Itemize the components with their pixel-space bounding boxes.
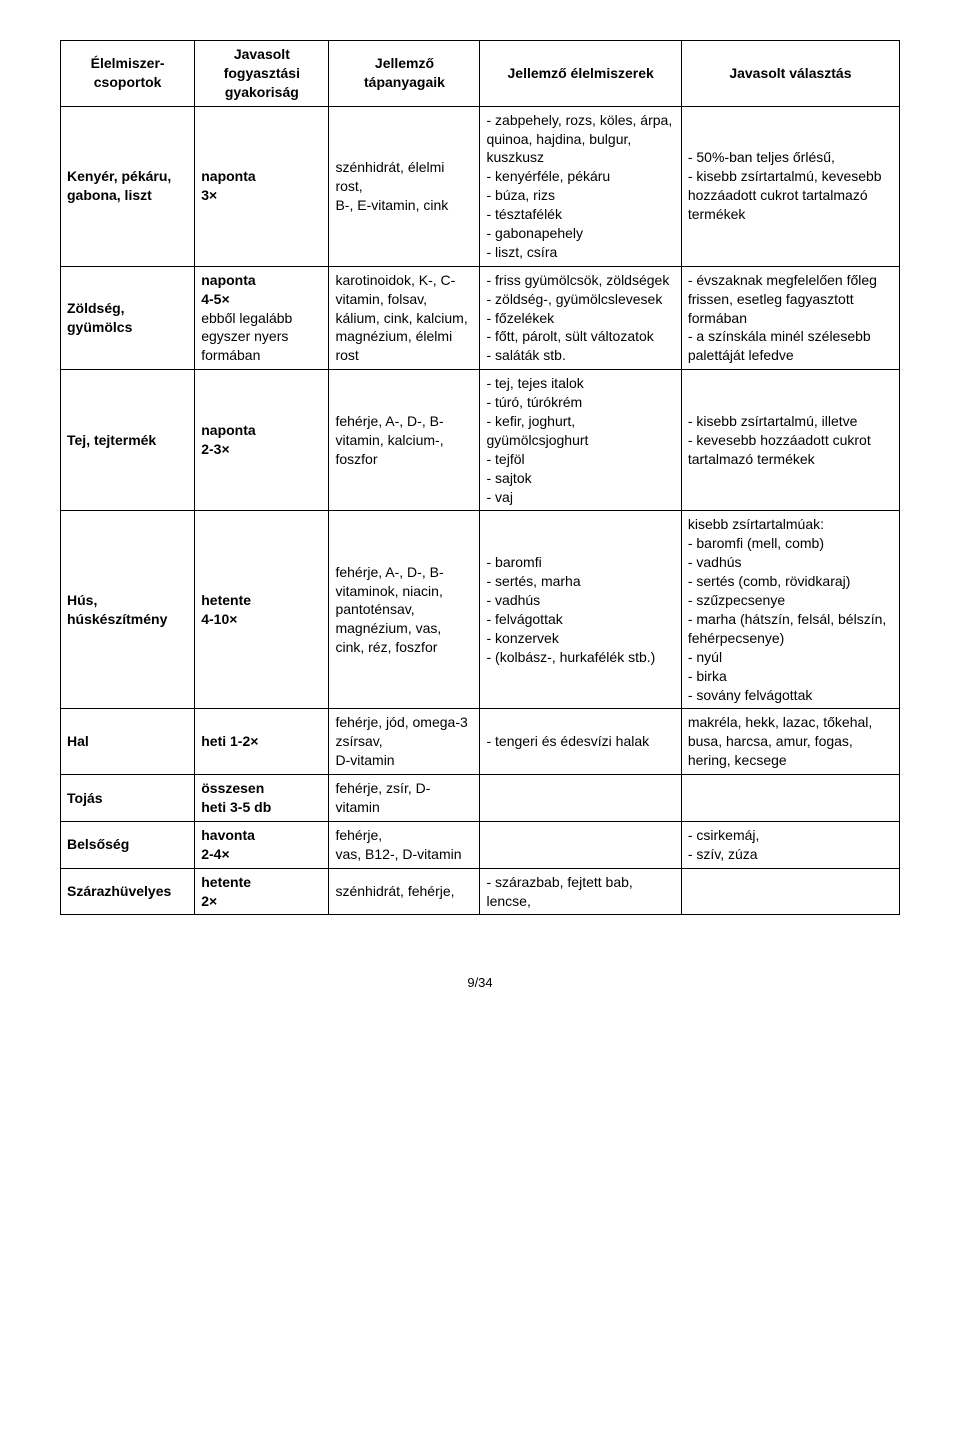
cell-group: Tej, tejtermék bbox=[61, 370, 195, 511]
cell-nutrients: fehérje,vas, B12-, D-vitamin bbox=[329, 821, 480, 868]
cell-frequency: havonta2-4× bbox=[195, 821, 329, 868]
cell-foods bbox=[480, 821, 681, 868]
page-number: 9/34 bbox=[60, 975, 900, 990]
col-header: Jellemző tápanyagaik bbox=[329, 41, 480, 107]
table-row: Szárazhüvelyeshetente2×szénhidrát, fehér… bbox=[61, 868, 900, 915]
cell-frequency: naponta2-3× bbox=[195, 370, 329, 511]
cell-frequency: hetente4-10× bbox=[195, 511, 329, 709]
food-groups-table: Élelmiszer-csoportok Javasolt fogyasztás… bbox=[60, 40, 900, 915]
cell-group: Zöldség, gyümölcs bbox=[61, 266, 195, 369]
cell-frequency: heti 1-2× bbox=[195, 709, 329, 775]
cell-nutrients: karotinoidok, K-, C-vitamin, folsav, kál… bbox=[329, 266, 480, 369]
cell-recommendation: - kisebb zsírtartalmú, illetve- kevesebb… bbox=[681, 370, 899, 511]
cell-group: Kenyér, pékáru, gabona, liszt bbox=[61, 106, 195, 266]
cell-recommendation bbox=[681, 775, 899, 822]
cell-frequency: összesenheti 3-5 db bbox=[195, 775, 329, 822]
cell-recommendation: makréla, hekk, lazac, tőkehal, busa, har… bbox=[681, 709, 899, 775]
cell-group: Hús, húskészítmény bbox=[61, 511, 195, 709]
cell-foods: - tej, tejes italok- túró, túrókrém- kef… bbox=[480, 370, 681, 511]
cell-recommendation: - 50%-ban teljes őrlésű,- kisebb zsírtar… bbox=[681, 106, 899, 266]
cell-foods bbox=[480, 775, 681, 822]
cell-frequency: hetente2× bbox=[195, 868, 329, 915]
cell-group: Belsőség bbox=[61, 821, 195, 868]
table-header-row: Élelmiszer-csoportok Javasolt fogyasztás… bbox=[61, 41, 900, 107]
cell-recommendation bbox=[681, 868, 899, 915]
col-header: Élelmiszer-csoportok bbox=[61, 41, 195, 107]
cell-frequency: naponta3× bbox=[195, 106, 329, 266]
cell-nutrients: fehérje, jód, omega-3 zsírsav,D-vitamin bbox=[329, 709, 480, 775]
cell-recommendation: kisebb zsírtartalmúak:- baromfi (mell, c… bbox=[681, 511, 899, 709]
cell-nutrients: szénhidrát, élelmi rost,B-, E-vitamin, c… bbox=[329, 106, 480, 266]
table-row: Kenyér, pékáru, gabona, lisztnaponta3×sz… bbox=[61, 106, 900, 266]
table-row: Belsőséghavonta2-4×fehérje,vas, B12-, D-… bbox=[61, 821, 900, 868]
table-body: Kenyér, pékáru, gabona, lisztnaponta3×sz… bbox=[61, 106, 900, 915]
cell-foods: - baromfi- sertés, marha- vadhús- felvág… bbox=[480, 511, 681, 709]
table-row: Tojásösszesenheti 3-5 dbfehérje, zsír, D… bbox=[61, 775, 900, 822]
cell-nutrients: fehérje, A-, D-, B-vitaminok, niacin, pa… bbox=[329, 511, 480, 709]
cell-frequency: naponta4-5×ebből legalább egyszer nyers … bbox=[195, 266, 329, 369]
cell-foods: - szárazbab, fejtett bab, lencse, bbox=[480, 868, 681, 915]
cell-foods: - zabpehely, rozs, köles, árpa, quinoa, … bbox=[480, 106, 681, 266]
table-row: Hús, húskészítményhetente4-10×fehérje, A… bbox=[61, 511, 900, 709]
table-row: Tej, tejterméknaponta2-3×fehérje, A-, D-… bbox=[61, 370, 900, 511]
cell-recommendation: - csirkemáj,- szív, zúza bbox=[681, 821, 899, 868]
col-header: Jellemző élelmiszerek bbox=[480, 41, 681, 107]
table-row: Halheti 1-2×fehérje, jód, omega-3 zsírsa… bbox=[61, 709, 900, 775]
cell-foods: - tengeri és édesvízi halak bbox=[480, 709, 681, 775]
cell-group: Hal bbox=[61, 709, 195, 775]
cell-nutrients: szénhidrát, fehérje, bbox=[329, 868, 480, 915]
cell-group: Szárazhüvelyes bbox=[61, 868, 195, 915]
table-row: Zöldség, gyümölcsnaponta4-5×ebből legalá… bbox=[61, 266, 900, 369]
cell-group: Tojás bbox=[61, 775, 195, 822]
cell-nutrients: fehérje, A-, D-, B-vitamin, kalcium-, fo… bbox=[329, 370, 480, 511]
cell-foods: - friss gyümölcsök, zöldségek- zöldség-,… bbox=[480, 266, 681, 369]
cell-recommendation: - évszaknak megfelelően főleg frissen, e… bbox=[681, 266, 899, 369]
col-header: Javasolt választás bbox=[681, 41, 899, 107]
col-header: Javasolt fogyasztási gyakoriság bbox=[195, 41, 329, 107]
cell-nutrients: fehérje, zsír, D-vitamin bbox=[329, 775, 480, 822]
